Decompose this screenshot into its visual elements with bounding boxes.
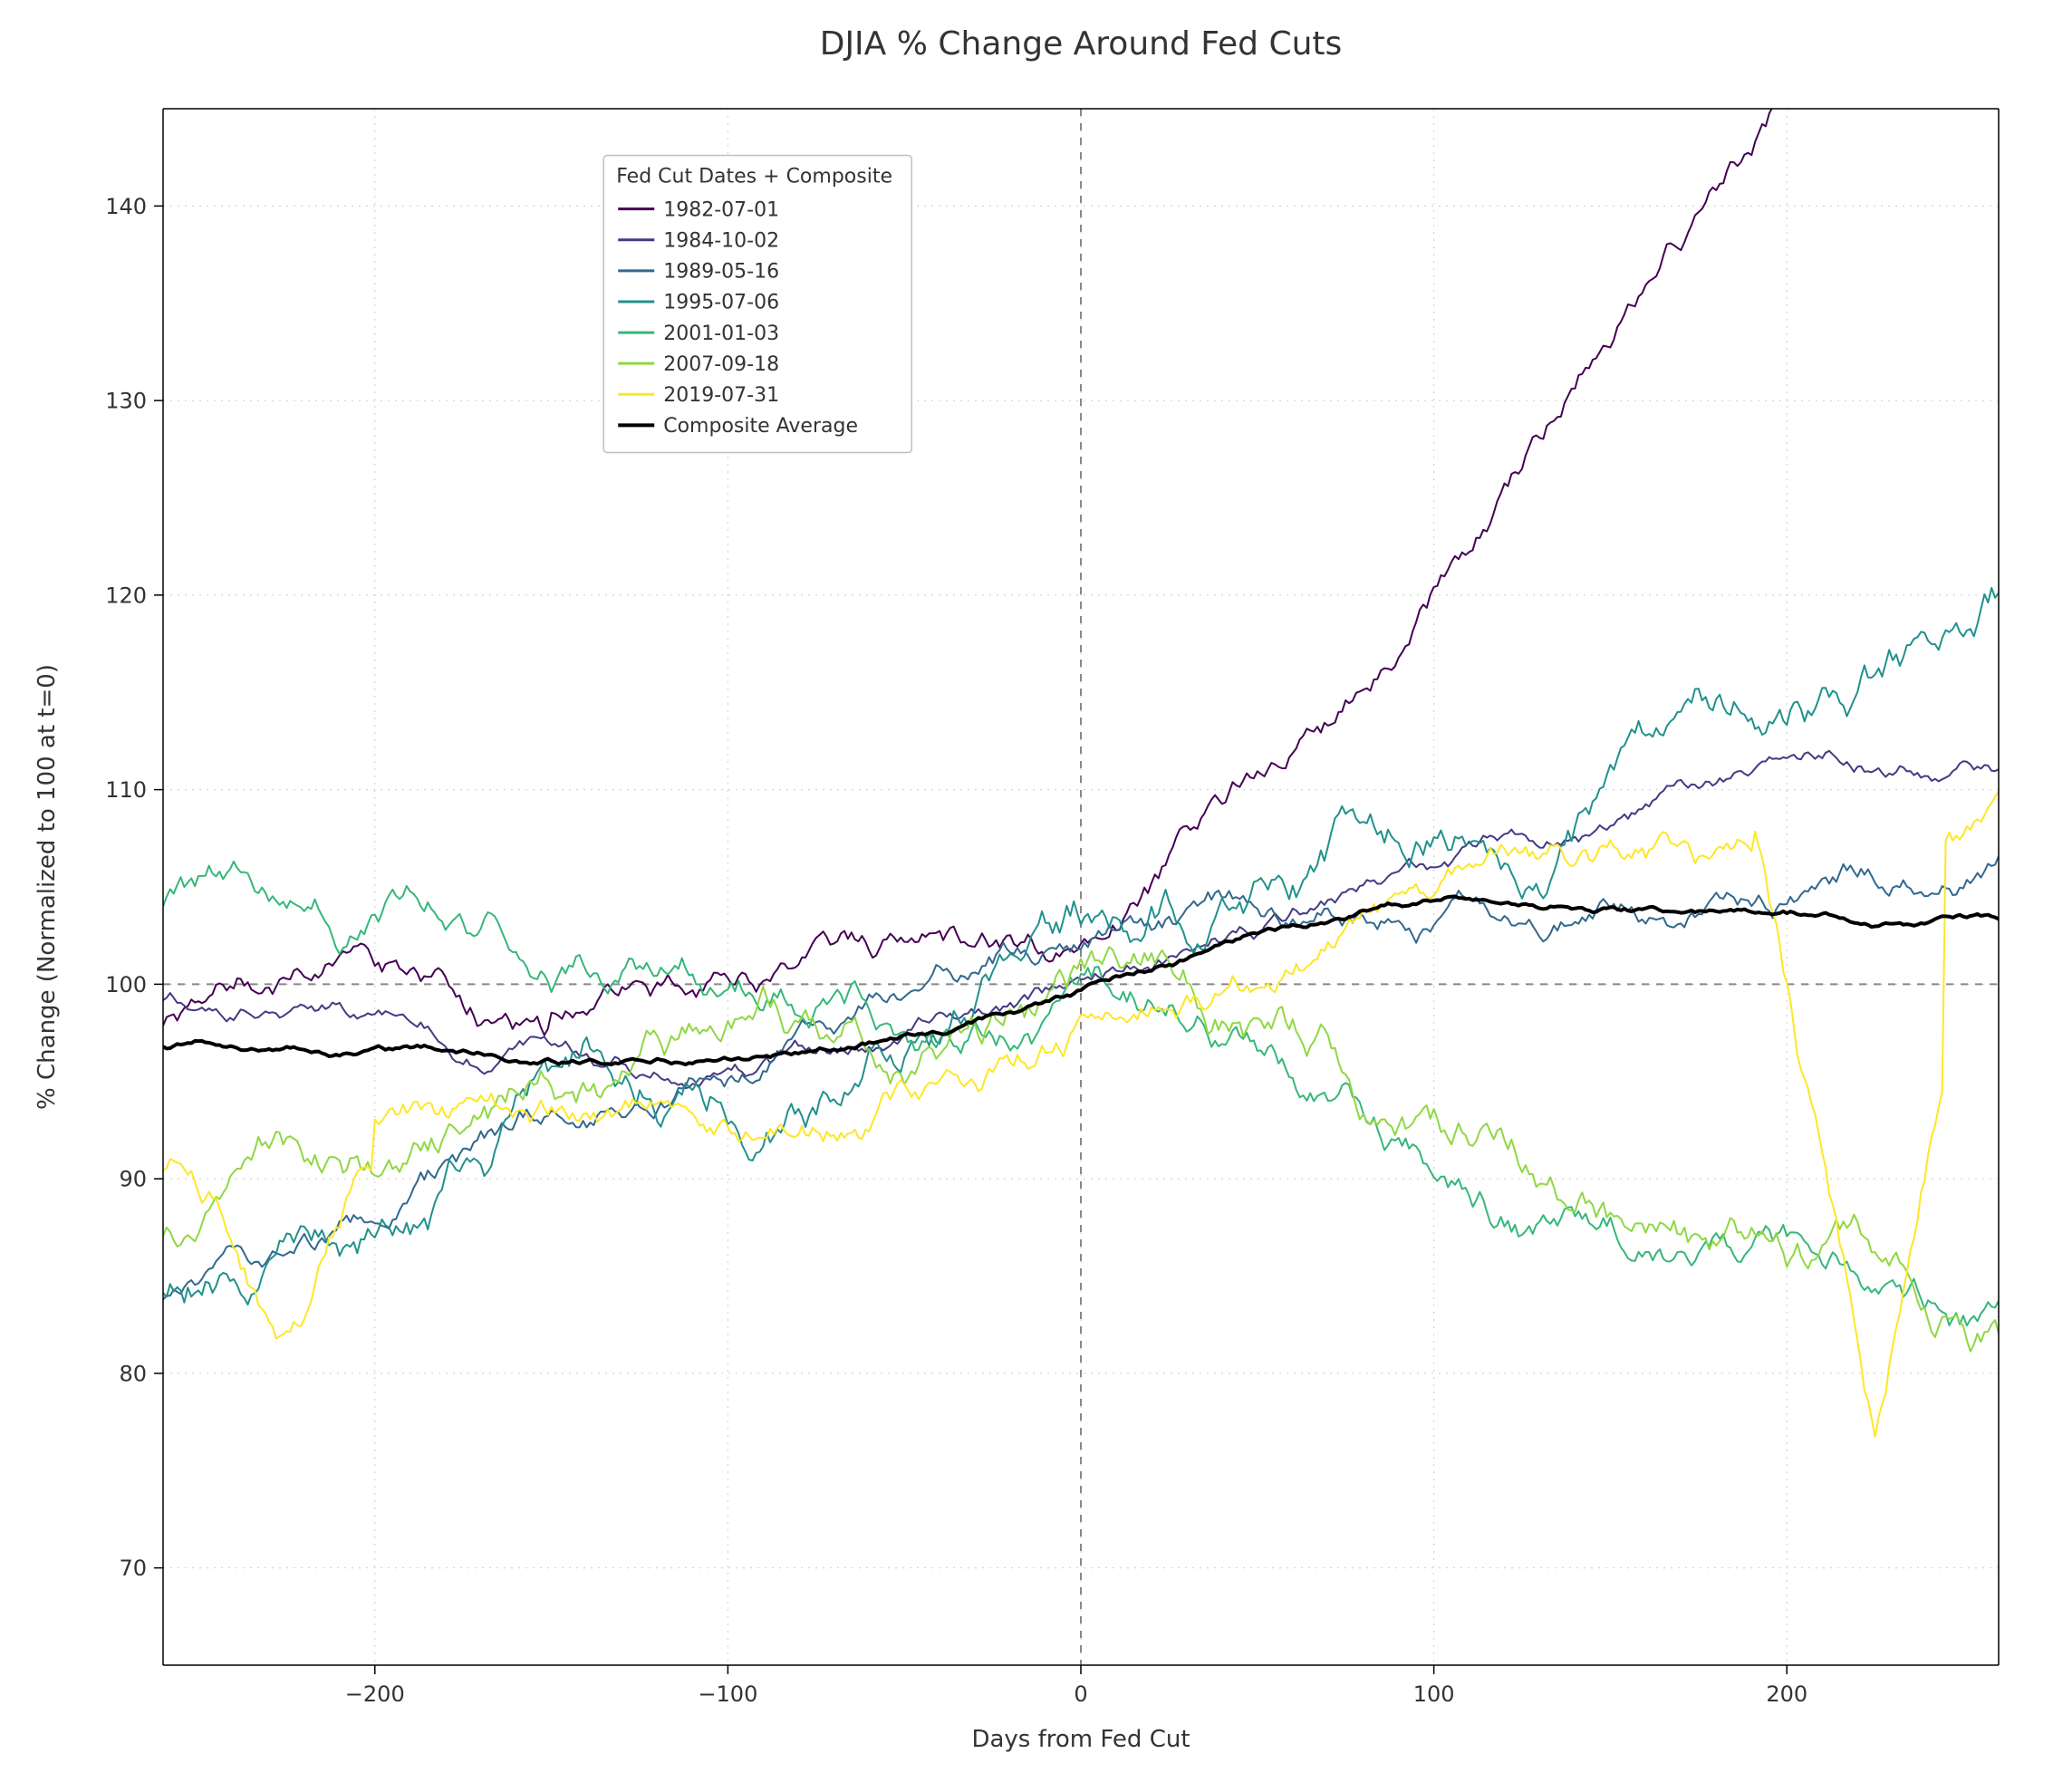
- ytick-label: 140: [105, 194, 147, 219]
- ytick-label: 120: [105, 583, 147, 608]
- legend-label: 1989-05-16: [663, 261, 779, 284]
- legend-label: 2019-07-31: [663, 384, 779, 407]
- chart-svg: −200 −100 0 100 200 70 80 90 100 110 120 130 140 Days…: [0, 0, 2053, 1792]
- x-axis-label: Days from Fed Cut: [971, 1726, 1190, 1753]
- xtick-label: −100: [698, 1681, 757, 1707]
- ytick-label: 90: [119, 1167, 147, 1192]
- y-axis-label: % Change (Normalized to 100 at t=0): [34, 664, 61, 1110]
- xtick-label: 0: [1074, 1681, 1087, 1707]
- legend: Fed Cut Dates + Composite 1982-07-01 1984-…: [603, 156, 911, 453]
- ytick-label: 130: [105, 389, 147, 414]
- legend-label: 1984-10-02: [663, 229, 779, 252]
- ytick-label: 100: [105, 972, 147, 997]
- legend-label: Composite Average: [663, 415, 858, 438]
- xtick-label: −200: [345, 1681, 405, 1707]
- legend-title: Fed Cut Dates + Composite: [616, 166, 892, 188]
- xtick-label: 200: [1766, 1681, 1807, 1707]
- ytick-label: 70: [119, 1556, 147, 1581]
- chart-container: −200 −100 0 100 200 70 80 90 100 110 120 130 140 Days…: [0, 0, 2053, 1792]
- legend-label: 1982-07-01: [663, 198, 779, 221]
- legend-label: 2001-01-03: [663, 323, 779, 345]
- legend-label: 1995-07-06: [663, 292, 779, 314]
- xtick-label: 100: [1413, 1681, 1455, 1707]
- ytick-label: 80: [119, 1361, 147, 1386]
- chart-title: DJIA % Change Around Fed Cuts: [820, 25, 1343, 63]
- ytick-label: 110: [105, 777, 147, 803]
- legend-label: 2007-09-18: [663, 353, 779, 376]
